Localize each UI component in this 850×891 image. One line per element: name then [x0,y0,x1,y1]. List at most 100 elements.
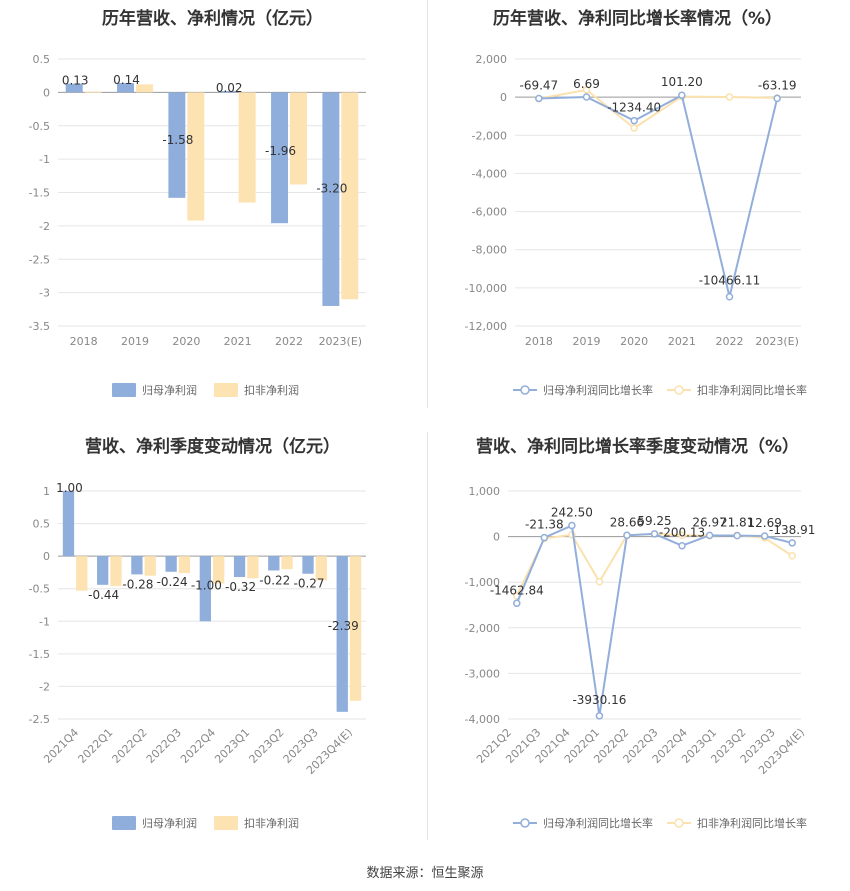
point-parent-net-profit-growth [540,533,549,542]
bar-parent-net-profit [168,92,186,198]
data-source: 数据来源：恒生聚源 [366,866,484,881]
data-label: 59.25 [637,514,671,528]
data-label: -1.00 [191,578,222,592]
quarterly-growth-line-chart: 1,0000-1,000-2,000-3,000-4,0002021Q22021… [465,485,816,830]
point-parent-net-profit-growth [678,91,686,99]
point-deducted-net-profit-growth [788,552,796,560]
line-deducted-net-profit-growth [538,88,778,130]
y-tick-label: -2.5 [29,253,50,266]
y-tick-label: -0.5 [29,120,50,133]
x-tick-label: 2021Q4 [41,726,81,766]
data-label: 0.13 [62,74,89,88]
data-label: 1.00 [56,481,83,495]
data-label: -200.13 [659,526,705,540]
data-label: 101.20 [661,75,703,89]
legend-label: 归母净利润 [142,816,197,830]
point-parent-net-profit-growth [733,531,741,540]
point-parent-net-profit-growth [725,292,734,301]
data-label: -69.47 [519,78,558,92]
legend-swatch-parent-net-profit [112,383,136,397]
x-tick-label: 2020 [172,335,200,348]
bar-deducted-net-profit [281,556,293,570]
y-tick-label: -10,000 [465,282,507,295]
bar-deducted-net-profit [247,556,259,579]
data-label: -0.44 [88,588,119,602]
point-parent-net-profit-growth [595,712,604,720]
x-tick-label: 2023(E) [319,335,363,348]
divider-top [427,0,428,408]
point-parent-net-profit-growth [582,93,591,101]
data-label: -1.96 [265,144,296,158]
data-label: -3930.16 [572,693,626,707]
bar-deducted-net-profit [144,556,156,576]
y-tick-label: -8,000 [472,244,507,257]
bar-parent-net-profit [268,556,280,571]
x-tick-label: 2023(E) [755,335,799,348]
y-tick-label: 1 [43,485,50,498]
x-tick-label: 2021 [224,335,252,348]
bar-parent-net-profit [97,556,109,585]
annual-profit-bar-chart: 0.5 0 -0.5 -1 -1.5 -2 -2.5 -3 -3.5 2018 2019 2020 20… [29,53,366,397]
legend-label: 扣非净利润同比增长率 [697,816,807,830]
bar-deducted-net-profit [315,556,327,581]
x-tick-label: 2019 [121,335,149,348]
legend-label: 扣非净利润同比增长率 [697,383,807,397]
bar-parent-net-profit [302,556,314,574]
panel-quarterly-profit: 营收、净利季度变动情况（亿元） 1 0.5 0 -0.5 -1 -1.5 -2 -2.5 202… [0,420,425,850]
bar-deducted-net-profit [238,92,256,203]
data-label: -138.91 [769,523,815,537]
y-tick-label: -0.5 [29,583,50,596]
legend-swatch-deducted-net-profit [214,383,238,397]
legend-marker-deducted [674,385,684,395]
x-tick-label: 2019 [573,335,601,348]
bar-deducted-net-profit [213,556,225,584]
panel-annual-growth: 历年营收、净利同比增长率情况（%） 2,000 0 -2,000 -4,000 -6,0… [425,0,850,420]
x-tick-label: 2023Q1 [212,726,252,766]
bar-deducted-net-profit [341,92,359,300]
bar-parent-net-profit [219,91,237,93]
bar-parent-net-profit [322,92,340,306]
point-parent-net-profit-growth [513,599,521,608]
line-parent-net-profit-growth [538,93,779,297]
data-label: -2.39 [328,619,359,633]
point-parent-net-profit-growth [773,94,781,103]
legend-marker-deducted [674,818,684,828]
line-deducted-net-profit-growth [515,532,793,597]
bar-deducted-net-profit [136,84,153,93]
y-tick-label: 0.5 [33,53,51,66]
bar-parent-net-profit [233,556,246,577]
y-tick-label: -3 [39,287,50,300]
y-tick-label: -12,000 [465,320,507,333]
data-label: 12.69 [747,516,781,530]
y-tick-label: 0 [493,531,500,544]
data-label: 0.02 [216,81,243,95]
chart-title: 营收、净利季度变动情况（亿元） [85,437,340,457]
point-parent-net-profit-growth [760,532,769,540]
data-label: 0.14 [113,73,140,87]
x-tick-label: 2021 [668,335,696,348]
y-tick-label: 0.5 [33,518,51,531]
x-tick-label: 2022Q1 [75,726,115,766]
x-tick-label: 2020 [620,335,648,348]
data-label: -63.19 [758,78,797,92]
bar-deducted-net-profit [290,92,307,185]
y-tick-label: -6,000 [472,206,507,219]
x-tick-label: 2022 [275,335,303,348]
y-tick-label: 0 [43,550,50,563]
data-label: -21.38 [525,518,564,532]
point-parent-net-profit-growth [568,521,576,530]
x-tick-label: 2022Q2 [110,726,150,766]
point-deducted-net-profit-growth [630,124,638,132]
bar-deducted-net-profit [84,91,102,93]
bar-deducted-net-profit [349,556,362,701]
y-tick-label: 1,000 [469,485,501,498]
bar-parent-net-profit [199,556,211,622]
bar-parent-net-profit [65,83,83,93]
point-parent-net-profit-growth [678,541,686,550]
bar-parent-net-profit [62,491,75,557]
data-label: -0.32 [225,580,256,594]
legend-label: 归母净利润同比增长率 [543,383,653,397]
y-tick-label: -2.5 [29,713,50,726]
annual-growth-line-chart: 2,000 0 -2,000 -4,000 -6,000 -8,000 -10,000 -12… [465,53,807,397]
point-parent-net-profit-growth [535,94,543,103]
